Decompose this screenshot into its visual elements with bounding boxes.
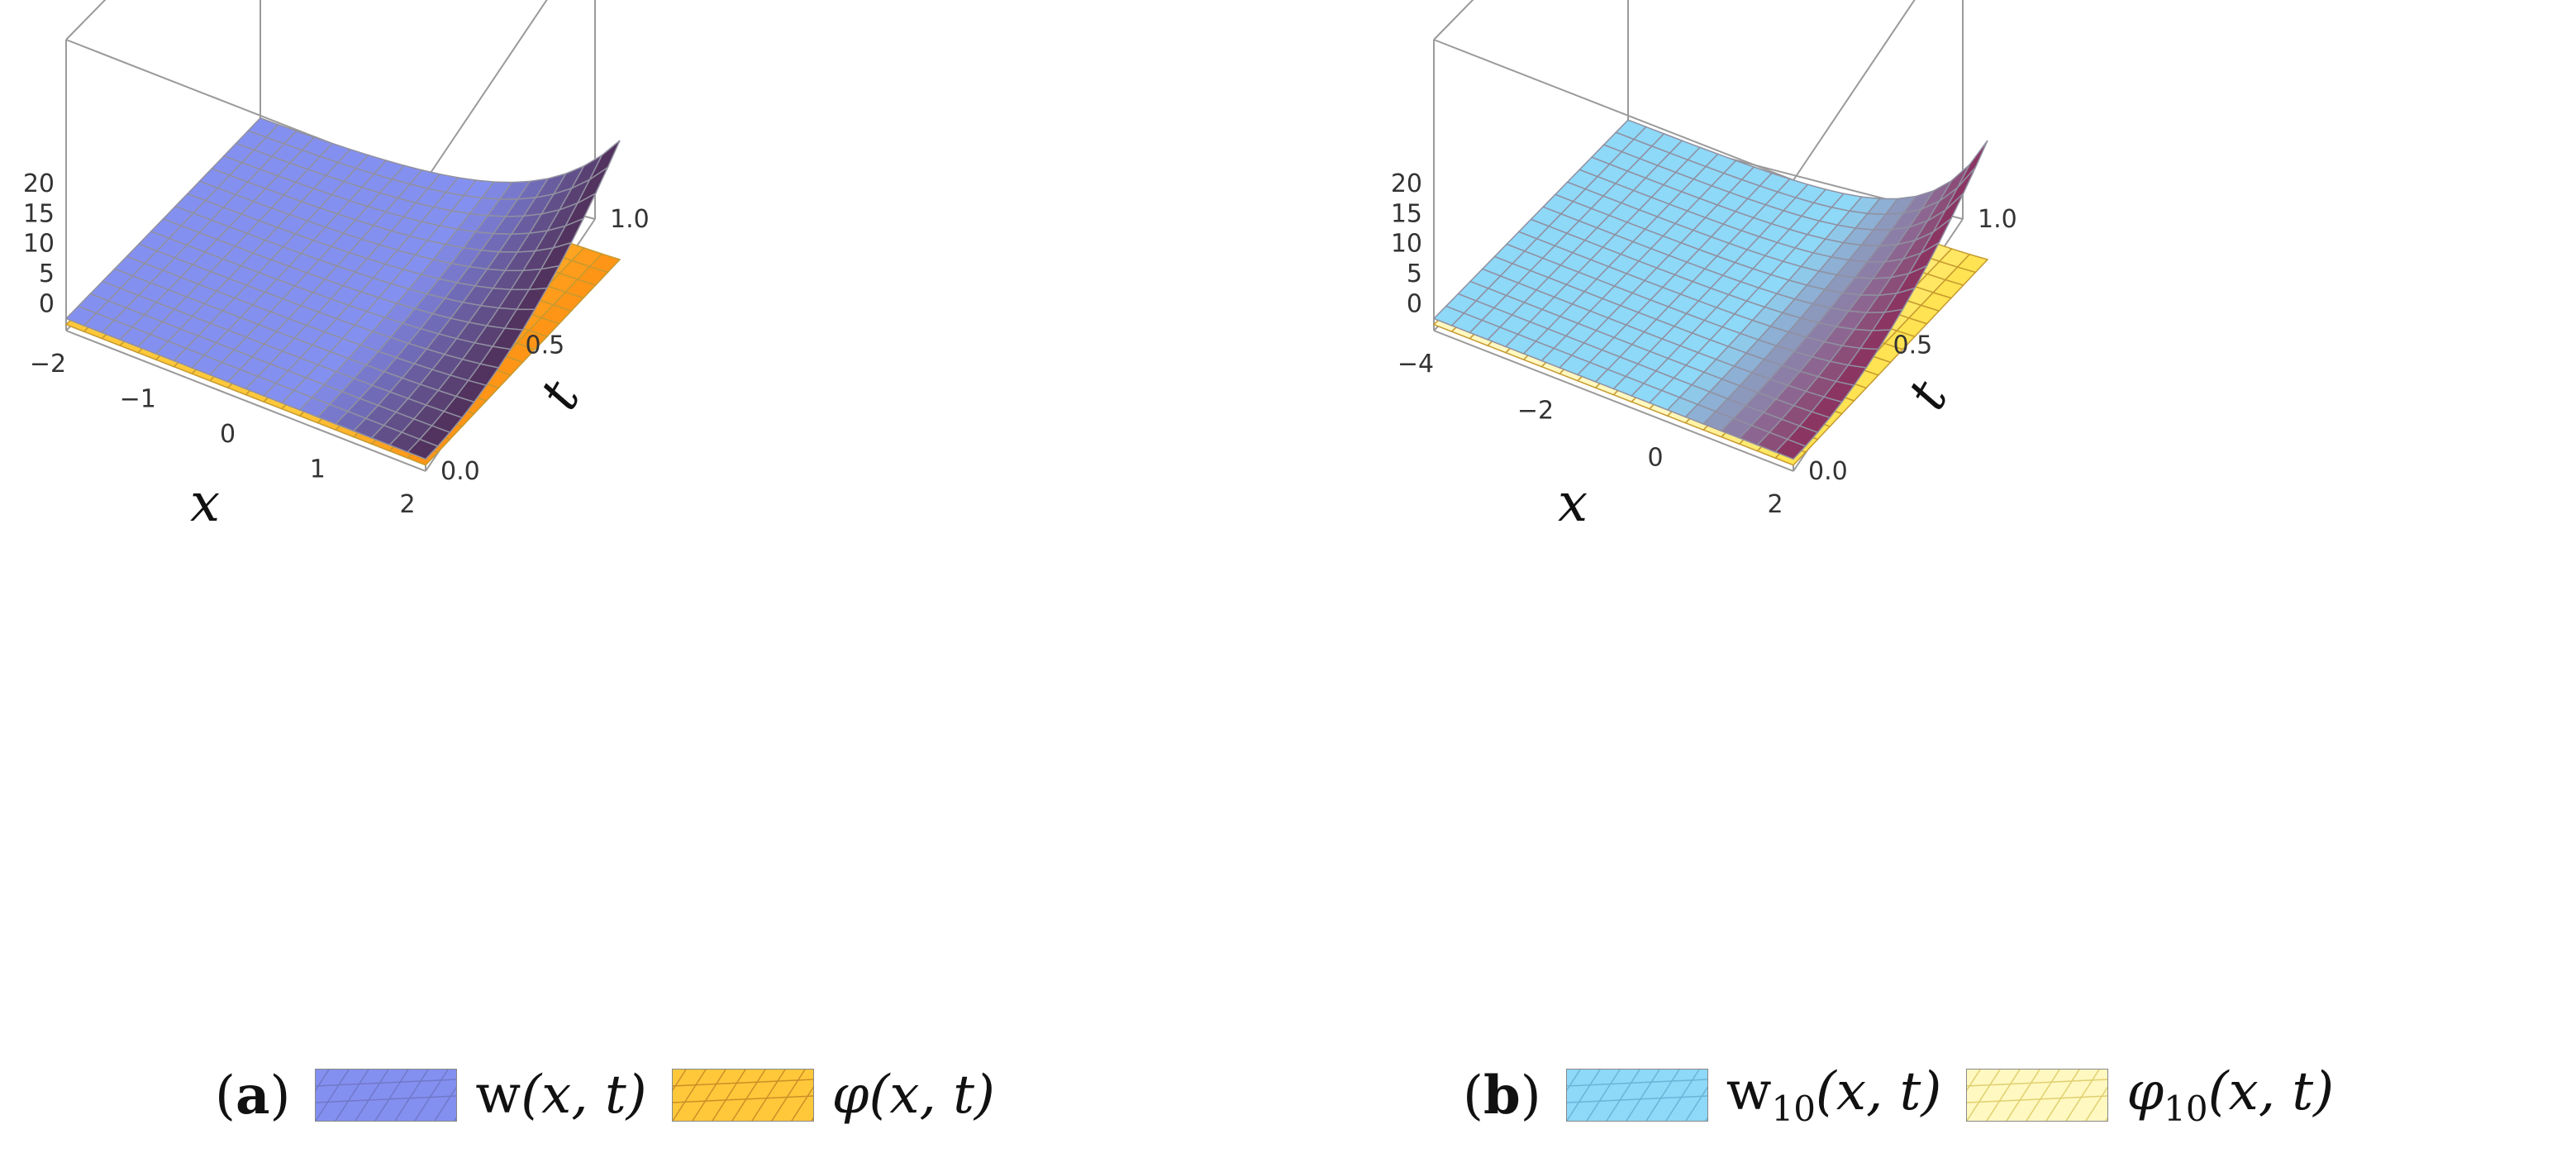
swatch-mesh-line [2045, 1070, 2080, 1121]
t-tick-label: 1.0 [1978, 205, 2017, 234]
box-edge [65, 330, 426, 472]
z-tick-label: 10 [23, 230, 55, 259]
caption-a: (a) w(x, t) φ(x, t) [215, 1058, 1020, 1132]
x-tick-label: 1 [310, 455, 326, 484]
z-tick-label: 10 [1391, 230, 1422, 259]
box-edge [1793, 0, 1916, 181]
swatch-mesh-line [1967, 1070, 1981, 1092]
x-tick-label: 2 [399, 490, 415, 519]
swatch-mesh-line [672, 1070, 687, 1092]
swatch-mesh-line [316, 1079, 457, 1087]
swatch-mesh-line [1586, 1070, 1621, 1121]
box-edge [1433, 330, 1794, 472]
box-edge [425, 0, 548, 181]
x-tick-label: 2 [1767, 490, 1783, 519]
swatch-mesh-line [1685, 1086, 1707, 1121]
z-tick-label: 20 [1391, 169, 1422, 198]
swatch-mesh-line [1566, 1070, 1581, 1092]
swatch-mesh-line [790, 1086, 813, 1121]
swatch-mesh-line [1665, 1070, 1700, 1121]
t-tick-label: 1.0 [610, 205, 650, 234]
swatch-mesh-line [1967, 1079, 2108, 1087]
x-tick-label: 0 [1647, 443, 1663, 472]
legend-label-w10: w10(x, t) [1726, 1061, 1942, 1129]
swatch-mesh-line [335, 1070, 370, 1121]
swatch-mesh-line [414, 1070, 450, 1121]
legend-label-w: w(x, t) [475, 1065, 647, 1126]
swatch-mesh-line [711, 1070, 746, 1121]
swatch-mesh-line [691, 1070, 726, 1121]
swatch-mesh-line [316, 1070, 331, 1092]
swatch-mesh-line [1986, 1070, 2021, 1121]
swatch-fill [316, 1070, 457, 1121]
z-tick-label: 0 [39, 289, 55, 318]
swatch-mesh-line [1606, 1070, 1640, 1121]
swatch-fill [1967, 1070, 2108, 1121]
z-tick-label: 15 [1391, 199, 1422, 228]
box-edge [1433, 39, 1794, 181]
x-tick-label: −2 [30, 350, 66, 379]
swatch-mesh-line [316, 1095, 457, 1103]
swatch-mesh-line [2085, 1086, 2108, 1121]
legend-swatch-w10 [1565, 1069, 1708, 1122]
surface-w [64, 117, 621, 460]
legend-label-phi10: φ10(x, t) [2126, 1061, 2335, 1129]
t-tick-label: 0.5 [526, 331, 565, 360]
x-tick-label: −4 [1398, 350, 1434, 379]
t-axis-label: t [529, 370, 593, 420]
swatch-mesh-line [355, 1070, 390, 1121]
surface-w10 [1432, 119, 1988, 460]
swatch-mesh-line [316, 1070, 350, 1121]
t-tick-label: 0.5 [1893, 331, 1933, 360]
swatch-mesh-line [731, 1070, 766, 1121]
legend-label-phi: φ(x, t) [831, 1065, 995, 1126]
swatch-mesh-line [374, 1070, 410, 1121]
legend-swatch-phi10 [1966, 1069, 2109, 1122]
swatch-mesh-line [2026, 1070, 2060, 1121]
swatch-mesh-line [672, 1079, 813, 1087]
swatch-mesh-line [672, 1095, 813, 1103]
x-tick-label: −2 [1517, 397, 1554, 426]
swatch-mesh-line [672, 1070, 707, 1121]
t-axis-label: t [1897, 370, 1960, 420]
x-tick-label: 0 [220, 420, 236, 449]
swatch-mesh-line [1566, 1070, 1601, 1121]
swatch-mesh-line [394, 1070, 430, 1121]
t-tick-label: 0.0 [1808, 457, 1848, 486]
swatch-mesh-line [750, 1070, 786, 1121]
legend-swatch-phi [671, 1069, 814, 1122]
swatch-mesh-line [2065, 1070, 2100, 1121]
surface-patch [406, 438, 439, 460]
caption-b: (b) w10(x, t) φ10(x, t) [1463, 1058, 2359, 1132]
swatch-mesh-line [434, 1086, 457, 1121]
swatch-mesh-line [2006, 1070, 2040, 1121]
legend-swatch-w [315, 1069, 458, 1122]
swatch-fill [672, 1070, 813, 1121]
swatch-mesh-line [770, 1070, 806, 1121]
panel-label-a: (a) [215, 1064, 291, 1127]
swatch-mesh-line [1626, 1070, 1660, 1121]
panel-label-b: (b) [1463, 1064, 1541, 1127]
z-tick-label: 20 [23, 169, 55, 198]
t-tick-label: 0.0 [440, 457, 480, 486]
x-tick-label: −1 [120, 385, 156, 414]
box-edge [1433, 0, 1474, 40]
x-axis-label: x [1558, 473, 1588, 534]
swatch-mesh-line [1645, 1070, 1680, 1121]
z-tick-label: 0 [1407, 289, 1422, 318]
swatch-fill [1566, 1070, 1707, 1121]
x-axis-label: x [190, 473, 220, 534]
swatch-mesh-line [1566, 1079, 1707, 1087]
swatch-mesh-line [1967, 1095, 2108, 1103]
surface-patch [1774, 438, 1807, 460]
box-edge [65, 0, 107, 40]
z-tick-label: 5 [1407, 260, 1422, 288]
z-tick-label: 5 [39, 260, 55, 288]
swatch-mesh-line [1967, 1070, 2001, 1121]
swatch-mesh-line [1566, 1095, 1707, 1103]
z-tick-label: 15 [23, 199, 55, 228]
